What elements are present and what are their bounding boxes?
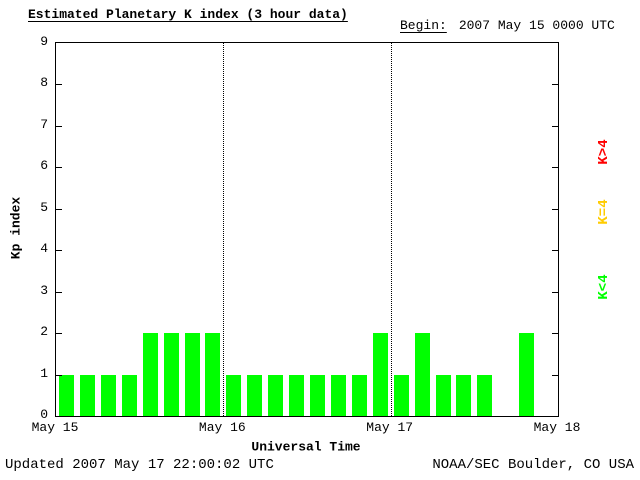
y-axis-title: Kp index bbox=[8, 196, 24, 260]
y-tick bbox=[552, 291, 558, 293]
y-tick-label: 1 bbox=[40, 365, 48, 381]
kp-bar bbox=[372, 333, 388, 416]
kp-bar bbox=[519, 333, 535, 416]
y-tick bbox=[552, 84, 558, 86]
legend-k-eq-4: K=4 bbox=[596, 199, 612, 225]
legend-k-lt-4: K<4 bbox=[596, 274, 612, 300]
x-axis-title: Universal Time bbox=[251, 439, 361, 455]
source-credit: NOAA/SEC Boulder, CO USA bbox=[432, 457, 634, 473]
day-boundary-line bbox=[223, 43, 225, 416]
x-tick-label: May 17 bbox=[366, 420, 414, 435]
plot-area bbox=[55, 42, 559, 417]
y-tick bbox=[552, 125, 558, 127]
kp-bar bbox=[121, 374, 137, 416]
kp-bar bbox=[142, 333, 158, 416]
kp-bar bbox=[79, 374, 95, 416]
kp-bar bbox=[289, 374, 304, 416]
y-tick bbox=[552, 250, 558, 252]
kp-bar bbox=[435, 374, 451, 416]
y-tick bbox=[56, 84, 62, 86]
chart-title: Estimated Planetary K index (3 hour data… bbox=[28, 7, 348, 22]
y-tick-label: 9 bbox=[40, 34, 48, 49]
y-tick-label: 2 bbox=[40, 324, 48, 340]
begin-value: 2007 May 15 0000 UTC bbox=[458, 18, 615, 33]
y-tick-label: 7 bbox=[40, 116, 48, 132]
kp-bar bbox=[268, 374, 284, 416]
x-tick-label: May 15 bbox=[31, 420, 79, 435]
kp-bar bbox=[247, 374, 263, 416]
y-tick-label: 4 bbox=[40, 241, 48, 257]
y-tick bbox=[56, 208, 62, 210]
kp-bar bbox=[310, 374, 325, 416]
y-tick bbox=[552, 167, 558, 169]
y-tick bbox=[552, 333, 558, 335]
kp-bar bbox=[351, 374, 367, 416]
kp-bar bbox=[205, 333, 221, 416]
legend-k-gt-4: K>4 bbox=[596, 139, 612, 165]
y-tick-label: 3 bbox=[40, 282, 48, 298]
y-tick-label: 8 bbox=[40, 75, 48, 91]
x-tick-label: May 18 bbox=[533, 420, 581, 435]
kp-bar bbox=[184, 333, 200, 416]
y-tick bbox=[56, 374, 62, 376]
y-tick bbox=[56, 125, 62, 127]
kp-bar bbox=[330, 374, 346, 416]
y-tick-label: 6 bbox=[40, 158, 48, 174]
y-tick-label: 5 bbox=[40, 199, 48, 215]
kp-bar bbox=[100, 374, 116, 416]
y-tick bbox=[552, 374, 558, 376]
kp-bar bbox=[226, 374, 242, 416]
y-tick bbox=[56, 291, 62, 293]
updated-timestamp: Updated 2007 May 17 22:00:02 UTC bbox=[5, 457, 274, 473]
kp-bar bbox=[414, 333, 430, 416]
y-tick-label: 0 bbox=[40, 407, 48, 422]
kp-bar bbox=[456, 374, 472, 416]
kp-bar bbox=[477, 374, 493, 416]
kp-bar bbox=[163, 333, 179, 416]
day-boundary-line bbox=[390, 43, 392, 416]
kp-bar bbox=[393, 374, 409, 416]
y-tick bbox=[56, 333, 62, 335]
y-tick bbox=[552, 208, 558, 210]
y-tick bbox=[56, 250, 62, 252]
x-tick-label: May 16 bbox=[198, 420, 246, 435]
y-tick bbox=[56, 167, 62, 169]
begin-line: Begin: 2007 May 15 0000 UTC bbox=[400, 18, 615, 33]
kp-bar bbox=[59, 374, 74, 416]
begin-label: Begin: bbox=[400, 18, 447, 33]
